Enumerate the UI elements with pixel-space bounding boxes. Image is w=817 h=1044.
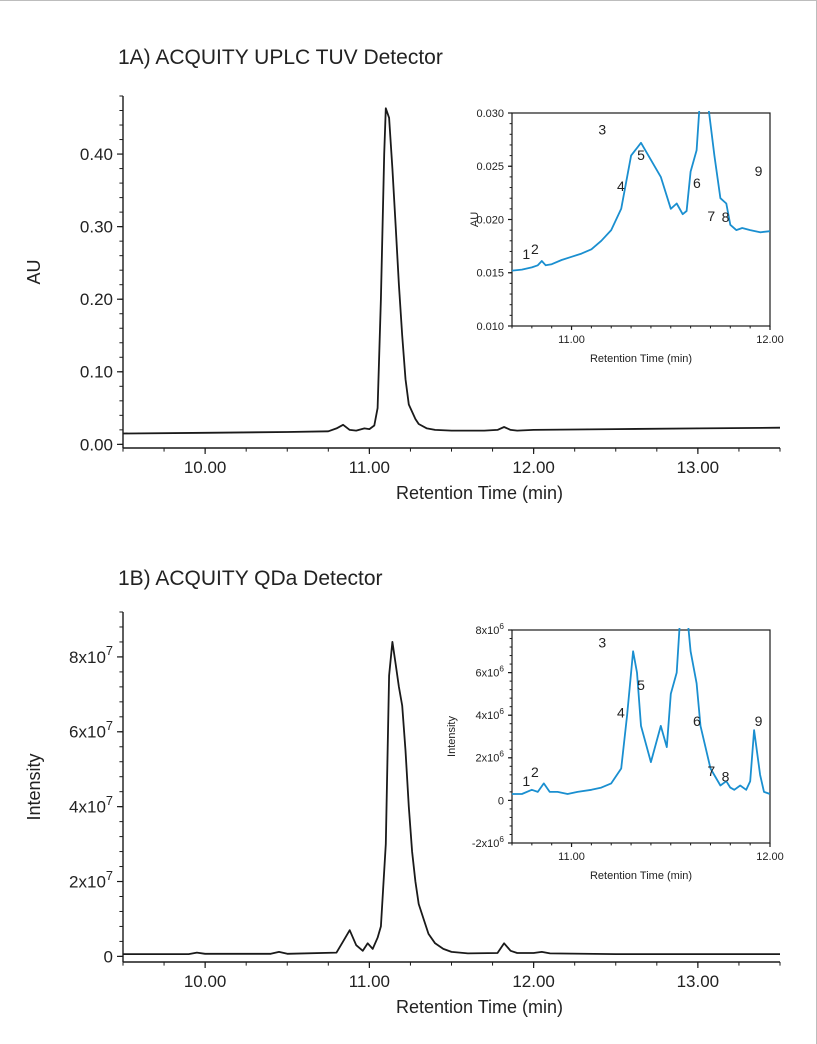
inset-peak-label: 1 xyxy=(522,246,530,262)
main-y-tick-exponent: 7 xyxy=(106,793,113,808)
inset-y-tick-base: 6x10 xyxy=(476,667,500,679)
main-x-tick-label: 13.00 xyxy=(677,458,720,477)
inset-y-axis-label: Intensity xyxy=(446,716,458,757)
main-y-tick-exponent: 7 xyxy=(106,868,113,883)
inset-x-tick-label: 11.00 xyxy=(558,851,585,863)
panel-b-main-chart: 10.00 11.00 12.00 13.0002x1074x1076x1078x10… xyxy=(24,611,781,1017)
main-x-tick-label: 12.00 xyxy=(512,458,555,477)
inset-y-tick-label: 0.020 xyxy=(476,214,504,226)
main-x-tick-label: 12.00 xyxy=(512,972,555,991)
main-y-tick-label: 0.30 xyxy=(80,218,113,237)
inset-y-tick-label: 6x106 xyxy=(476,665,505,680)
inset-y-tick-base: -2x10 xyxy=(472,838,500,850)
main-y-tick-label: 0.40 xyxy=(80,145,113,164)
inset-y-tick-label: 0 xyxy=(498,795,504,807)
inset-x-axis-label: Retention Time (min) xyxy=(590,353,692,365)
main-y-tick-label: 6x107 xyxy=(69,718,113,742)
main-y-tick-label: 8x107 xyxy=(69,643,113,667)
main-y-tick-label: 2x107 xyxy=(69,868,113,892)
panel-a-title: 1A) ACQUITY UPLC TUV Detector xyxy=(118,46,443,69)
main-y-tick-label: 0.00 xyxy=(80,435,113,454)
main-x-tick-label: 10.00 xyxy=(184,972,227,991)
main-y-tick-label: 0.10 xyxy=(80,363,113,382)
inset-y-tick-label: 0.010 xyxy=(476,321,504,333)
inset-y-tick-exponent: 6 xyxy=(499,622,504,631)
inset-y-tick-base: 4x10 xyxy=(476,710,500,722)
inset-peak-label: 4 xyxy=(617,705,625,721)
main-y-tick-base: 8x10 xyxy=(69,648,106,667)
main-y-tick-base: 2x10 xyxy=(69,872,106,891)
main-x-axis-label: Retention Time (min) xyxy=(396,997,563,1017)
inset-peak-label: 7 xyxy=(707,763,715,779)
main-y-tick-exponent: 7 xyxy=(106,718,113,733)
main-x-tick-label: 11.00 xyxy=(349,972,390,991)
inset-series-line xyxy=(512,111,770,272)
inset-plot-frame xyxy=(511,629,771,844)
inset-peak-label: 1 xyxy=(522,773,530,789)
inset-peak-label: 2 xyxy=(531,764,539,780)
inset-x-axis-label: Retention Time (min) xyxy=(590,870,692,882)
inset-y-tick-exponent: 6 xyxy=(499,750,504,759)
inset-y-tick-base: 8x10 xyxy=(476,625,500,637)
inset-y-tick-exponent: 6 xyxy=(499,665,504,674)
inset-x-tick-label: 11.00 xyxy=(558,334,585,346)
inset-x-tick-label: 12.00 xyxy=(756,851,784,863)
inset-peak-label: 9 xyxy=(755,713,763,729)
inset-peak-label: 3 xyxy=(598,634,606,650)
main-y-tick-base: 4x10 xyxy=(69,798,106,817)
main-y-tick-label: 4x107 xyxy=(69,793,113,817)
main-x-tick-label: 13.00 xyxy=(677,972,720,991)
main-series-line xyxy=(123,641,780,955)
inset-x-tick-label: 12.00 xyxy=(756,334,784,346)
inset-y-tick-label: -2x106 xyxy=(472,835,505,850)
main-y-axis-label: AU xyxy=(24,259,44,284)
inset-y-tick-label: 0.015 xyxy=(476,268,504,280)
panel-a-main-chart: 10.00 11.00 12.00 13.00 0.00 0.10 0.20 0.30 0.40… xyxy=(24,95,781,503)
main-y-tick-exponent: 7 xyxy=(106,643,113,658)
inset-y-tick-label: 2x106 xyxy=(476,750,505,765)
inset-y-tick-label: 8x106 xyxy=(476,622,505,637)
inset-peak-label: 5 xyxy=(637,147,645,163)
inset-y-tick-label: 0.025 xyxy=(476,161,504,173)
main-series-line xyxy=(123,107,780,435)
main-y-tick-label: 0.20 xyxy=(80,290,113,309)
inset-peak-label: 5 xyxy=(637,677,645,693)
panel-a-inset-chart: 11.00 12.00 0.010 0.015 0.020 0.025 0.030 Reten… xyxy=(469,108,784,365)
main-x-axis-label: Retention Time (min) xyxy=(396,483,563,503)
inset-series-line xyxy=(512,628,770,795)
inset-peak-label: 2 xyxy=(531,241,539,257)
main-y-tick-base: 0 xyxy=(104,947,113,966)
inset-peak-label: 3 xyxy=(598,122,606,138)
inset-y-tick-exponent: 6 xyxy=(499,707,504,716)
inset-y-axis-label: AU xyxy=(469,212,481,227)
main-x-tick-label: 10.00 xyxy=(184,458,227,477)
inset-y-tick-exponent: 6 xyxy=(499,835,504,844)
main-y-tick-label: 0 xyxy=(104,947,113,966)
inset-peak-label: 6 xyxy=(693,713,701,729)
inset-peak-label: 7 xyxy=(707,208,715,224)
inset-peak-label: 9 xyxy=(755,163,763,179)
inset-y-tick-base: 2x10 xyxy=(476,753,500,765)
panel-b-title: 1B) ACQUITY QDa Detector xyxy=(118,567,383,590)
inset-y-tick-label: 0.030 xyxy=(476,108,504,120)
inset-plot-frame xyxy=(511,112,771,327)
inset-y-tick-base: 0 xyxy=(498,795,504,807)
panel-b-inset-chart: 11.00 12.00-2x10602x1064x1066x1068x106Ret… xyxy=(446,622,784,882)
main-x-tick-label: 11.00 xyxy=(349,458,390,477)
main-y-axis-label: Intensity xyxy=(24,753,44,820)
inset-peak-label: 6 xyxy=(693,175,701,191)
inset-peak-label: 8 xyxy=(722,209,730,225)
main-y-tick-base: 6x10 xyxy=(69,723,106,742)
inset-y-tick-label: 4x106 xyxy=(476,707,505,722)
inset-peak-label: 8 xyxy=(722,768,730,784)
inset-peak-label: 4 xyxy=(617,178,625,194)
